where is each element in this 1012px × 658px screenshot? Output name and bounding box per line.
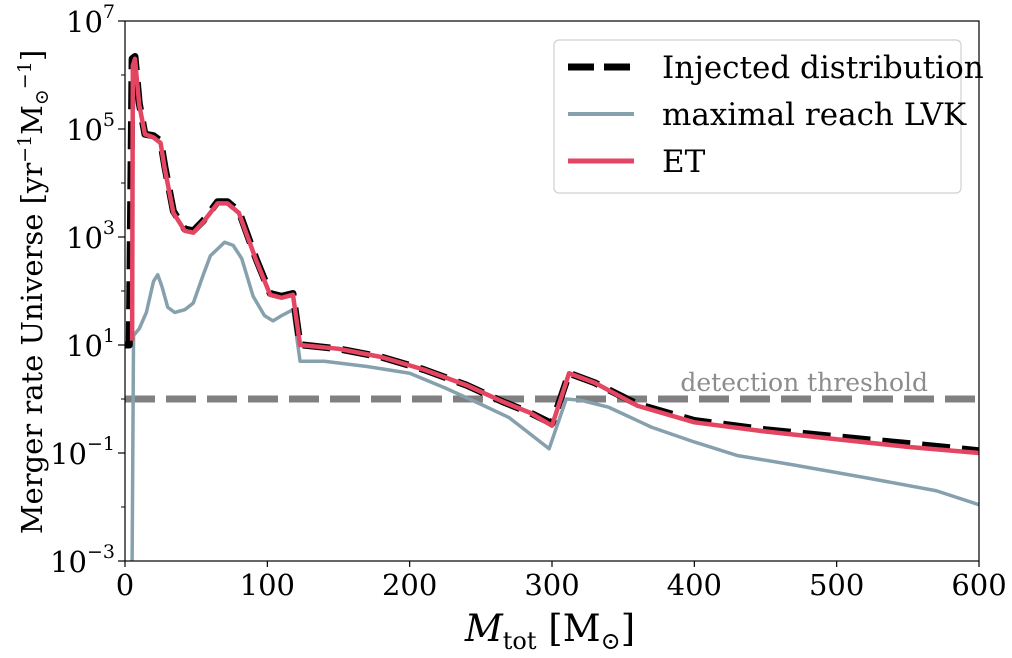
x-tick-label: 200 bbox=[382, 568, 437, 602]
y-tick-label: 103 bbox=[66, 217, 115, 255]
legend-box bbox=[553, 39, 962, 194]
y-tick-label: 10−1 bbox=[50, 433, 115, 471]
y-tick-label: 105 bbox=[66, 109, 115, 147]
y-axis-ticks: 10−3 10−1 101 103 105 107 bbox=[50, 1, 125, 579]
x-tick-label: 600 bbox=[951, 568, 1006, 602]
series-line-maximal-reach-lvk bbox=[130, 240, 979, 561]
x-tick-label: 300 bbox=[524, 568, 579, 602]
legend-label-et: ET bbox=[662, 144, 706, 180]
legend-label-injected: Injected distribution bbox=[662, 50, 984, 86]
y-tick-label: 107 bbox=[66, 1, 115, 39]
legend-label-lvk: maximal reach LVK bbox=[662, 97, 967, 133]
legend: Injected distribution maximal reach LVK … bbox=[553, 39, 984, 194]
y-tick-label: 10−3 bbox=[50, 541, 115, 579]
y-axis-label: Merger rate Universe [yr−1M⊙−1] bbox=[14, 50, 53, 534]
series-line-et bbox=[129, 56, 979, 456]
threshold-label: detection threshold bbox=[680, 368, 928, 397]
x-tick-label: 100 bbox=[240, 568, 295, 602]
series-layer bbox=[125, 53, 979, 561]
x-axis-label: Mtot [M⊙] bbox=[464, 607, 635, 655]
x-tick-label: 400 bbox=[667, 568, 722, 602]
x-tick-label: 500 bbox=[809, 568, 864, 602]
y-tick-label: 101 bbox=[66, 325, 115, 363]
x-tick-label: 0 bbox=[116, 568, 134, 602]
x-axis-ticks: 0 100 200 300 400 500 600 bbox=[116, 561, 1007, 602]
